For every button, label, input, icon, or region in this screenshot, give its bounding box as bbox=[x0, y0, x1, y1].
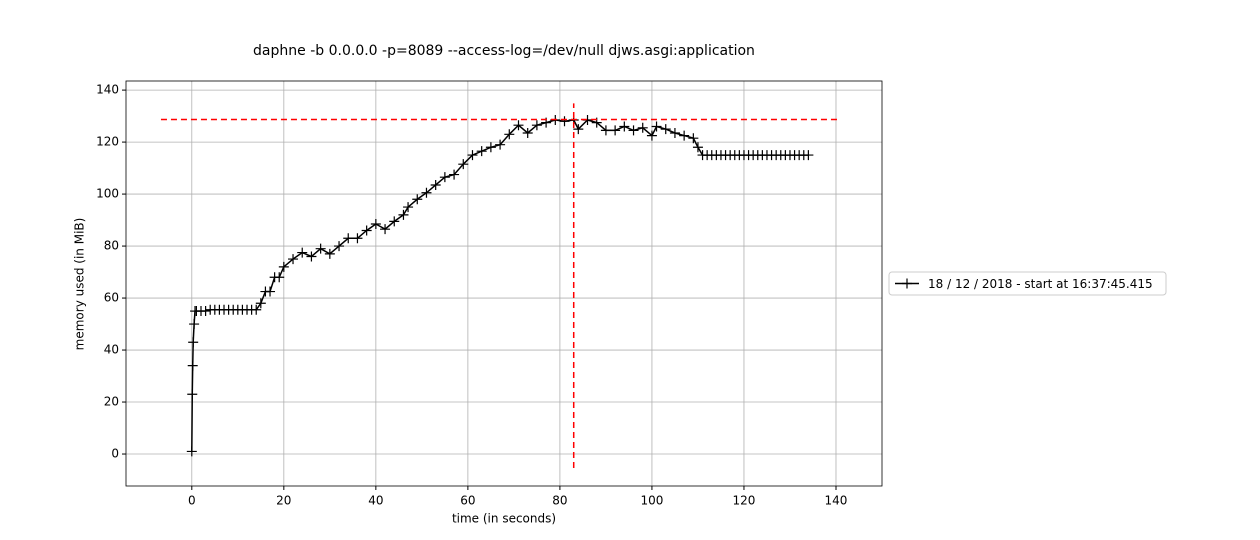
point-marker bbox=[189, 319, 200, 330]
point-marker bbox=[187, 389, 198, 400]
point-marker bbox=[265, 286, 276, 297]
point-marker bbox=[628, 125, 639, 136]
point-marker bbox=[334, 241, 345, 252]
plot-frame bbox=[125, 80, 883, 487]
chart-title: daphne -b 0.0.0.0 -p=8089 --access-log=/… bbox=[253, 43, 755, 59]
point-marker bbox=[531, 120, 542, 131]
point-marker bbox=[403, 202, 414, 213]
point-marker bbox=[412, 194, 423, 205]
point-marker bbox=[669, 127, 680, 138]
point-marker bbox=[288, 254, 299, 265]
x-tick-label: 0 bbox=[188, 494, 196, 508]
point-marker bbox=[352, 233, 363, 244]
point-marker bbox=[297, 247, 308, 258]
y-tick-label: 40 bbox=[104, 343, 119, 357]
point-marker bbox=[430, 179, 441, 190]
point-marker bbox=[449, 169, 460, 180]
x-tick-label: 60 bbox=[460, 494, 475, 508]
legend-marker bbox=[902, 278, 912, 289]
point-marker bbox=[610, 125, 621, 136]
point-marker bbox=[439, 172, 450, 183]
point-marker bbox=[370, 218, 381, 229]
point-marker bbox=[522, 127, 533, 138]
point-marker bbox=[274, 272, 285, 283]
point-marker bbox=[343, 233, 354, 244]
y-tick-label: 100 bbox=[96, 187, 119, 201]
point-marker bbox=[619, 121, 630, 132]
point-marker bbox=[200, 306, 211, 317]
point-marker bbox=[495, 139, 506, 150]
point-marker bbox=[692, 142, 703, 153]
point-marker bbox=[380, 224, 391, 235]
point-marker bbox=[646, 130, 657, 141]
point-marker bbox=[559, 116, 570, 127]
point-marker bbox=[660, 124, 671, 135]
point-marker bbox=[467, 150, 478, 161]
y-tick-label: 80 bbox=[104, 239, 119, 253]
point-marker bbox=[513, 120, 524, 131]
legend-box bbox=[888, 271, 1167, 296]
point-marker bbox=[476, 146, 487, 157]
x-tick-label: 100 bbox=[640, 494, 663, 508]
x-tick-label: 80 bbox=[552, 494, 567, 508]
point-marker bbox=[688, 133, 699, 144]
point-marker bbox=[186, 446, 197, 457]
point-marker bbox=[421, 187, 432, 198]
y-tick-label: 20 bbox=[104, 395, 119, 409]
point-marker bbox=[803, 150, 814, 161]
point-marker bbox=[398, 209, 409, 220]
legend-label: 18 / 12 / 2018 - start at 16:37:45.415 bbox=[928, 277, 1153, 291]
x-tick-label: 40 bbox=[368, 494, 383, 508]
y-axis-label: memory used (in MiB) bbox=[73, 218, 87, 351]
point-marker bbox=[637, 122, 648, 133]
point-marker bbox=[573, 124, 584, 135]
point-marker bbox=[679, 130, 690, 141]
point-marker bbox=[324, 248, 335, 259]
point-marker bbox=[306, 251, 317, 262]
point-marker bbox=[504, 129, 515, 140]
point-marker bbox=[600, 125, 611, 136]
point-marker bbox=[278, 261, 289, 272]
x-tick-label: 140 bbox=[825, 494, 848, 508]
x-tick-label: 120 bbox=[733, 494, 756, 508]
point-marker bbox=[485, 142, 496, 153]
point-marker bbox=[315, 243, 326, 254]
point-marker bbox=[188, 337, 199, 348]
point-marker bbox=[255, 298, 266, 309]
point-marker bbox=[458, 159, 469, 170]
point-marker bbox=[187, 360, 198, 371]
x-tick-label: 20 bbox=[276, 494, 291, 508]
point-marker bbox=[651, 121, 662, 132]
y-tick-label: 120 bbox=[96, 135, 119, 149]
point-marker bbox=[251, 304, 262, 315]
y-tick-label: 140 bbox=[96, 83, 119, 97]
point-marker bbox=[361, 225, 372, 236]
y-tick-label: 0 bbox=[111, 447, 119, 461]
y-tick-label: 60 bbox=[104, 291, 119, 305]
point-marker bbox=[389, 216, 400, 227]
x-axis-label: time (in seconds) bbox=[452, 512, 556, 526]
